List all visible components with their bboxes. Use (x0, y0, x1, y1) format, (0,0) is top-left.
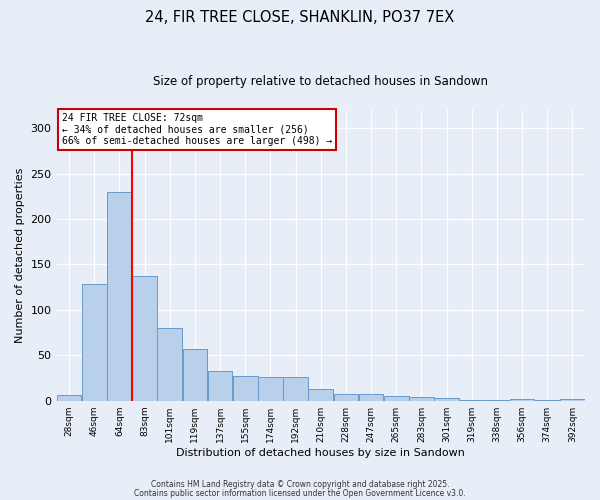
Text: 24 FIR TREE CLOSE: 72sqm
← 34% of detached houses are smaller (256)
66% of semi-: 24 FIR TREE CLOSE: 72sqm ← 34% of detach… (62, 113, 332, 146)
Text: Contains public sector information licensed under the Open Government Licence v3: Contains public sector information licen… (134, 488, 466, 498)
Bar (308, 389, 333, 400)
Bar (57, 396, 82, 400)
Bar (409, 397, 434, 400)
Bar (82, 284, 107, 401)
Bar (233, 376, 257, 400)
Text: Contains HM Land Registry data © Crown copyright and database right 2025.: Contains HM Land Registry data © Crown c… (151, 480, 449, 489)
Bar (132, 276, 157, 400)
Bar (434, 398, 459, 400)
Text: 24, FIR TREE CLOSE, SHANKLIN, PO37 7EX: 24, FIR TREE CLOSE, SHANKLIN, PO37 7EX (145, 10, 455, 25)
Bar (258, 377, 283, 400)
Bar (283, 377, 308, 400)
X-axis label: Distribution of detached houses by size in Sandown: Distribution of detached houses by size … (176, 448, 465, 458)
Bar (384, 396, 409, 400)
Bar (560, 399, 585, 400)
Bar (510, 399, 535, 400)
Bar (334, 394, 358, 400)
Bar (107, 192, 132, 400)
Title: Size of property relative to detached houses in Sandown: Size of property relative to detached ho… (153, 75, 488, 88)
Bar (208, 370, 232, 400)
Y-axis label: Number of detached properties: Number of detached properties (15, 168, 25, 343)
Bar (182, 349, 207, 401)
Bar (157, 328, 182, 400)
Bar (359, 394, 383, 400)
